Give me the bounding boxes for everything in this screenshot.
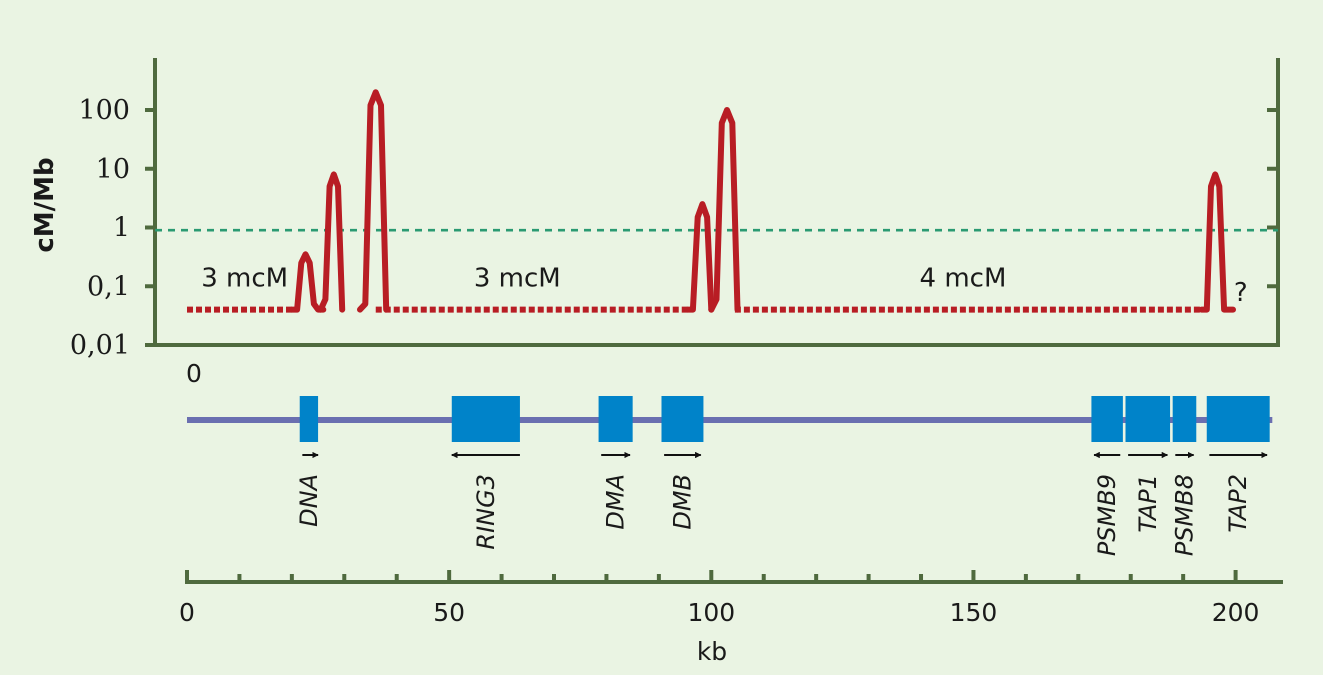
hotspot-peak — [317, 171, 346, 313]
x-tick-label: 150 — [950, 598, 998, 627]
x-tick-label: 100 — [687, 598, 735, 627]
gene-block — [1172, 396, 1197, 442]
hotspot-series — [288, 89, 1236, 313]
gene-block — [1206, 396, 1270, 442]
rate-annotation: ? — [1234, 278, 1248, 308]
hotspot-peak — [708, 107, 741, 313]
gene-block — [1091, 396, 1123, 442]
gene-label: PSMB8 — [1170, 474, 1198, 556]
rate-annotation: 4 mcM — [920, 264, 1007, 294]
y-tick-label: 1 — [113, 213, 130, 244]
gene-block — [661, 396, 704, 442]
hotspot-peak — [1198, 171, 1236, 313]
gene-label: PSMB9 — [1093, 474, 1121, 556]
gene-label: TAP1 — [1134, 474, 1162, 533]
y-tick-label: 0,1 — [87, 271, 130, 302]
x-tick-labels: 0 50 100 150 200 — [179, 598, 1259, 627]
y-tick-label: 100 — [78, 95, 130, 126]
kb-axis: 0 50 100 150 200 kb — [179, 570, 1283, 666]
gene-label: DNA — [295, 474, 323, 527]
y-axis-label: cM/Mb — [30, 157, 60, 252]
x-tick-label: 0 — [179, 598, 195, 627]
y-tick-label: 10 — [96, 154, 130, 185]
x-tick-label: 200 — [1212, 598, 1260, 627]
y-tick-marks — [145, 108, 1278, 347]
rate-annotation: 3 mcM — [201, 264, 288, 294]
x-tick-marks — [185, 570, 1238, 582]
gene-block — [451, 396, 520, 442]
gene-label: TAP2 — [1224, 474, 1252, 533]
gene-block — [299, 396, 319, 442]
hotspot-peak — [357, 89, 390, 313]
gene-block — [598, 396, 633, 442]
rate-annotation: 3 mcM — [474, 264, 561, 294]
x-axis-label: kb — [697, 637, 727, 666]
hotspot-peak — [288, 251, 327, 313]
hotspot-peak — [684, 201, 715, 313]
rate-annotations: 3 mcM 3 mcM 4 mcM? — [201, 264, 1248, 308]
gene-map: DNA RING3 DMA DMB PSMB9 TAP1 PSMB8 TAP2 — [187, 396, 1273, 556]
rate-plot: 100 10 1 0,1 0,01 cM/Mb 3 mcM 3 mcM 4 mcM? 0 — [30, 58, 1280, 388]
start-label: 0 — [186, 359, 202, 388]
genes: DNA RING3 DMA DMB PSMB9 TAP1 PSMB8 TAP2 — [295, 396, 1270, 556]
gene-label: DMA — [602, 474, 630, 530]
gene-label: RING3 — [472, 474, 500, 550]
gene-block — [1125, 396, 1171, 442]
y-tick-labels: 100 10 1 0,1 0,01 — [70, 95, 130, 361]
y-tick-label: 0,01 — [70, 330, 130, 361]
x-tick-label: 50 — [433, 598, 465, 627]
gene-label: DMB — [668, 474, 696, 530]
